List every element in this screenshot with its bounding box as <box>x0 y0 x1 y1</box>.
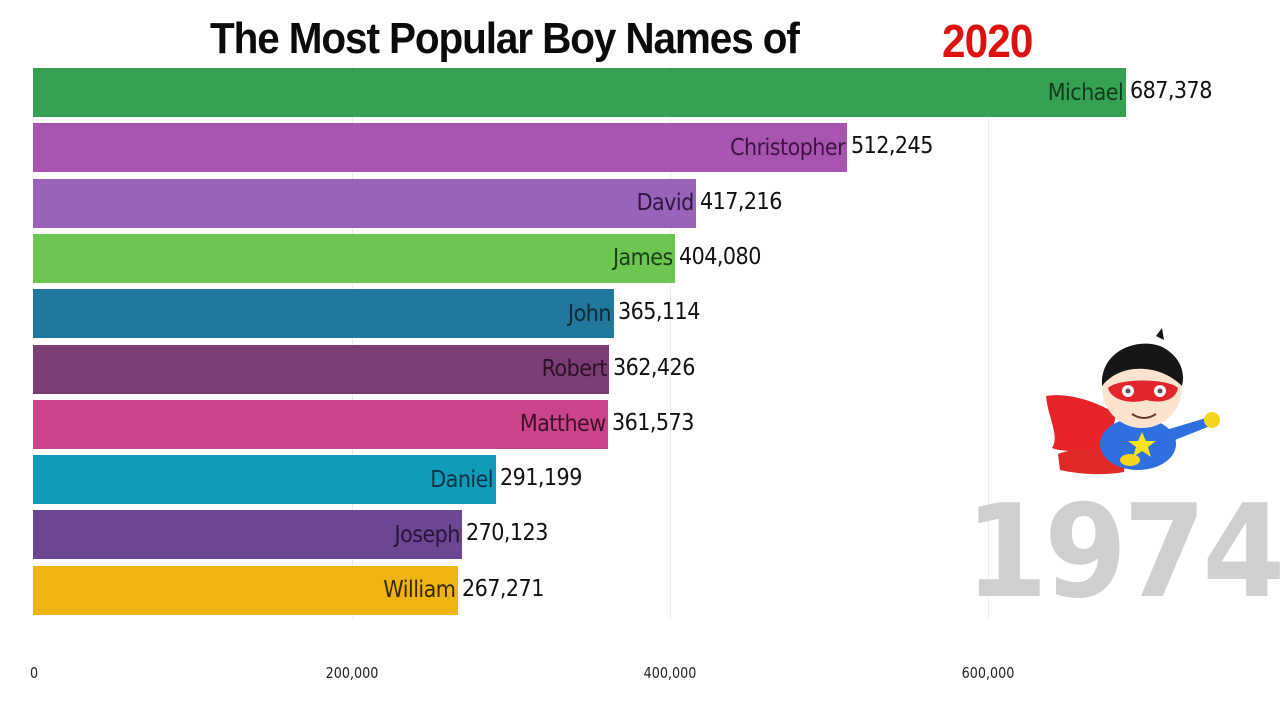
x-axis-tick-label: 400,000 <box>643 664 697 682</box>
bar-robert: Robert <box>33 344 610 394</box>
superhero-boy-icon <box>1046 328 1220 475</box>
bar-value-label: 361,573 <box>611 409 694 436</box>
bar-name-label: Joseph <box>394 521 460 548</box>
x-axis-tick-label: 200,000 <box>325 664 379 682</box>
chart-title-year: 2020 <box>942 15 1033 67</box>
bar-name-label: James <box>613 245 673 272</box>
bar-value-label: 687,378 <box>1129 78 1212 104</box>
bar-name-label: William <box>383 577 456 604</box>
bar-value-label: 365,114 <box>617 299 700 326</box>
bar-name-label: Michael <box>1047 79 1124 106</box>
bar-daniel: Daniel <box>33 455 496 505</box>
bar-james: James <box>33 233 676 283</box>
bar-name-label: David <box>636 190 695 217</box>
bar-name-label: Matthew <box>519 411 606 438</box>
bar-name-label: Christopher <box>729 134 846 161</box>
bar-value-label: 362,426 <box>613 354 696 381</box>
bar-value-label: 512,245 <box>851 133 934 160</box>
gridline <box>988 66 989 618</box>
chart-title-text: The Most Popular Boy Names of <box>210 14 800 63</box>
x-axis-tick-label: 600,000 <box>961 664 1015 682</box>
bar-christopher: Christopher <box>33 123 848 173</box>
gridline <box>670 66 671 618</box>
bar-name-label: John <box>567 300 611 327</box>
bar-john: John <box>33 289 614 339</box>
chart-title: The Most Popular Boy Names of 2020 <box>0 6 1280 67</box>
current-year-watermark: 1974 <box>965 478 1280 627</box>
bar-value-label: 417,216 <box>700 188 783 215</box>
bar-william: William <box>33 565 458 615</box>
bar-joseph: Joseph <box>33 510 463 560</box>
bar-value-label: 270,123 <box>466 520 549 547</box>
bar-matthew: Matthew <box>33 399 608 449</box>
bar-name-label: Robert <box>541 356 607 382</box>
gridline <box>352 66 353 618</box>
bar-name-label: Daniel <box>430 466 494 493</box>
bar-value-label: 291,199 <box>500 465 582 492</box>
bar-value-label: 404,080 <box>679 243 762 270</box>
x-axis-tick-label: 0 <box>29 664 39 682</box>
bar-value-label: 267,271 <box>461 575 544 602</box>
bar-david: David <box>33 178 697 228</box>
bar-michael: Michael <box>33 68 1126 117</box>
